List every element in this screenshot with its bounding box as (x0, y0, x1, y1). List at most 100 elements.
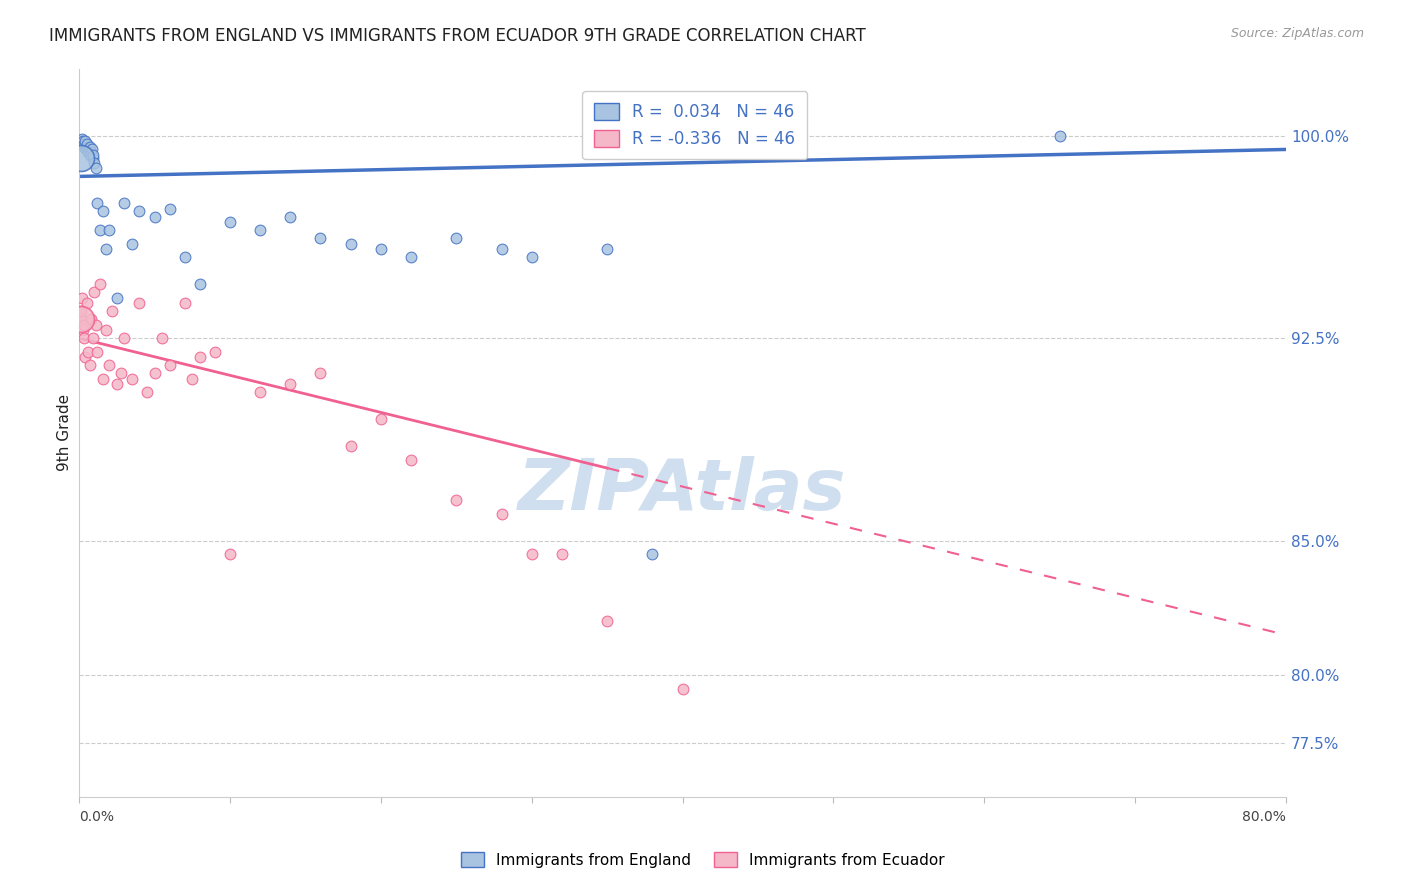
Point (671, 681, 693, 696)
Point (110, 367, 132, 381)
Point (219, 215, 242, 229)
Point (96, 242, 118, 256)
Point (89, 223, 111, 237)
Point (150, 331, 173, 345)
Point (76, 136, 98, 151)
Point (75, 350, 97, 364)
Point (91, 372, 114, 386)
Point (98, 358, 121, 372)
Point (82, 331, 104, 345)
Point (75, 143, 97, 157)
Point (278, 210, 301, 224)
Point (83, 285, 105, 300)
Point (491, 242, 513, 256)
Point (309, 231, 332, 245)
Point (96, 323, 118, 337)
Point (491, 507, 513, 521)
Point (77, 344, 100, 359)
Point (520, 547, 543, 561)
Point (70, 304, 93, 318)
Point (249, 385, 271, 400)
Point (73, 331, 96, 345)
Point (143, 210, 166, 224)
Point (79, 140, 101, 154)
Point (641, 547, 664, 561)
Point (72, 318, 94, 332)
Point (84, 161, 107, 176)
Point (121, 236, 143, 251)
Point (278, 377, 301, 392)
Point (79, 358, 101, 372)
Point (105, 377, 128, 392)
Point (128, 204, 150, 219)
Point (204, 344, 226, 359)
Point (89, 277, 111, 292)
Point (80, 312, 103, 326)
Point (73, 136, 96, 151)
Point (219, 547, 242, 561)
Point (72, 134, 94, 148)
Point (520, 250, 543, 264)
Point (370, 242, 392, 256)
Point (69, 134, 91, 148)
Point (86, 196, 108, 211)
Point (70, 136, 93, 151)
Point (339, 439, 361, 453)
Point (75, 134, 97, 148)
Point (69, 312, 91, 326)
Point (173, 250, 195, 264)
Point (309, 367, 332, 381)
Point (159, 358, 181, 372)
Point (84, 318, 107, 332)
Point (249, 223, 271, 237)
Point (596, 242, 619, 256)
Point (339, 236, 361, 251)
Point (551, 547, 574, 561)
Text: Source: ZipAtlas.com: Source: ZipAtlas.com (1230, 27, 1364, 40)
Point (112, 196, 135, 211)
Point (1049, 128, 1071, 143)
Point (399, 250, 422, 264)
Y-axis label: 9th Grade: 9th Grade (58, 394, 72, 471)
Point (82, 151, 104, 165)
Point (80, 143, 103, 157)
Point (82, 148, 104, 162)
Point (143, 367, 166, 381)
Point (76, 140, 98, 154)
Point (370, 412, 392, 426)
Point (72, 323, 94, 337)
Text: ZIPAtlas: ZIPAtlas (519, 457, 846, 525)
Point (121, 372, 143, 386)
Point (446, 493, 468, 508)
Point (70, 291, 93, 305)
Point (76, 296, 98, 310)
Point (77, 143, 100, 157)
Point (69, 312, 91, 326)
Point (596, 615, 619, 629)
Point (70, 131, 93, 145)
Point (79, 148, 101, 162)
Point (446, 231, 468, 245)
Text: 0.0%: 0.0% (79, 810, 114, 824)
Point (399, 452, 422, 467)
Point (188, 277, 211, 292)
Point (136, 385, 159, 400)
Point (112, 331, 135, 345)
Point (101, 304, 124, 318)
Text: 80.0%: 80.0% (1241, 810, 1286, 824)
Legend: Immigrants from England, Immigrants from Ecuador: Immigrants from England, Immigrants from… (454, 844, 952, 875)
Point (86, 344, 108, 359)
Point (83, 156, 105, 170)
Point (69, 151, 91, 165)
Point (80, 145, 103, 160)
Point (91, 204, 114, 219)
Point (181, 372, 204, 386)
Point (72, 140, 94, 154)
Point (128, 296, 150, 310)
Point (98, 223, 121, 237)
Point (159, 202, 181, 216)
Point (77, 145, 100, 160)
Point (105, 291, 128, 305)
Point (188, 350, 211, 364)
Point (173, 296, 195, 310)
